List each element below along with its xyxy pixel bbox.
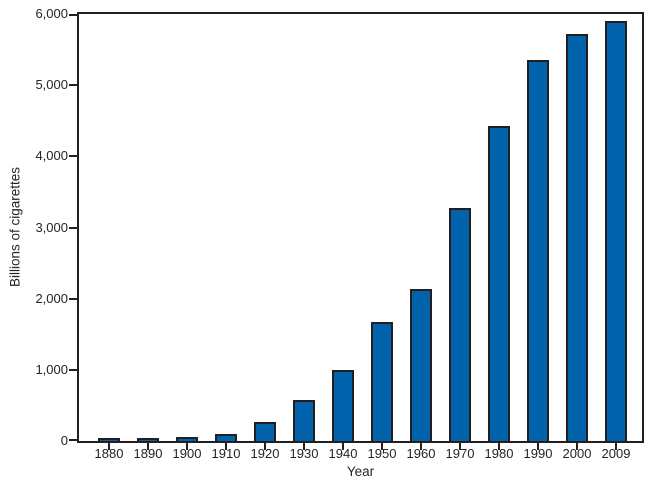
bar-1900	[176, 437, 198, 441]
bar-1990	[527, 60, 549, 441]
x-axis-tick-label-1930: 1930	[289, 446, 319, 461]
x-axis-tick-label-1980: 1980	[484, 446, 514, 461]
y-axis-tick	[69, 226, 79, 229]
x-axis-tick-label-2000: 2000	[562, 446, 592, 461]
y-axis-tick-label: 0	[60, 433, 68, 449]
y-axis-tick	[69, 439, 79, 441]
y-axis-tick-label: 1,000	[35, 362, 68, 378]
bar-1980	[488, 126, 510, 441]
x-axis-tick-label-1940: 1940	[328, 446, 358, 461]
x-axis-tick	[420, 443, 422, 450]
x-axis-tick	[576, 443, 578, 450]
x-axis-tick-label-1890: 1890	[133, 446, 163, 461]
x-axis-tick-label-1950: 1950	[367, 446, 397, 461]
y-axis-tick	[69, 14, 79, 16]
x-axis-tick-label-1910: 1910	[211, 446, 241, 461]
bar-1960	[410, 289, 432, 441]
x-axis-tick-label-1970: 1970	[445, 446, 475, 461]
x-axis-tick-label-1990: 1990	[523, 446, 553, 461]
x-axis-tick	[537, 443, 539, 450]
y-axis-title: Billions of cigarettes	[7, 166, 23, 288]
plot-area: 0 1,000 2,000 3,000 4,000 5,000 6,000 1880 1890 1…	[35, 6, 644, 461]
x-axis-tick	[342, 443, 344, 450]
y-axis-tick-label: 4,000	[35, 148, 68, 164]
x-axis-tick	[381, 443, 383, 450]
x-axis-tick	[108, 443, 110, 450]
x-axis-tick	[498, 443, 500, 450]
y-axis-tick-label: 5,000	[35, 77, 68, 93]
y-axis-tick	[69, 155, 79, 158]
y-axis-tick	[69, 297, 79, 300]
x-axis-tick	[225, 443, 227, 450]
y-axis-tick	[69, 84, 79, 87]
y-axis-tick	[69, 368, 79, 371]
x-axis-tick	[264, 443, 266, 450]
bar-1950	[371, 322, 393, 441]
x-axis-tick-label-1960: 1960	[406, 446, 436, 461]
bar-1890	[137, 438, 159, 441]
y-axis-tick-label: 3,000	[35, 219, 68, 235]
x-axis-tick	[615, 443, 617, 450]
x-axis-tick-label-1920: 1920	[250, 446, 280, 461]
bar-2000	[566, 34, 588, 441]
x-axis-title: Year	[346, 464, 375, 479]
y-axis-tick-label: 2,000	[35, 290, 68, 306]
x-axis-tick	[459, 443, 461, 450]
bar-1930	[293, 400, 315, 441]
x-axis-tick	[186, 443, 188, 450]
x-axis-tick	[147, 443, 149, 450]
bar-1910	[215, 434, 237, 441]
x-axis-tick	[303, 443, 305, 450]
bar-1970	[449, 208, 471, 441]
bar-1920	[254, 422, 276, 441]
x-axis-tick-label-2009: 2009	[601, 446, 631, 461]
x-axis-tick-label-1880: 1880	[94, 446, 124, 461]
y-axis-tick-label: 6,000	[35, 6, 68, 22]
bar-1940	[332, 370, 354, 441]
bar-2009	[605, 21, 627, 441]
x-axis-tick-label-1900: 1900	[172, 446, 202, 461]
bar-1880	[98, 438, 120, 441]
